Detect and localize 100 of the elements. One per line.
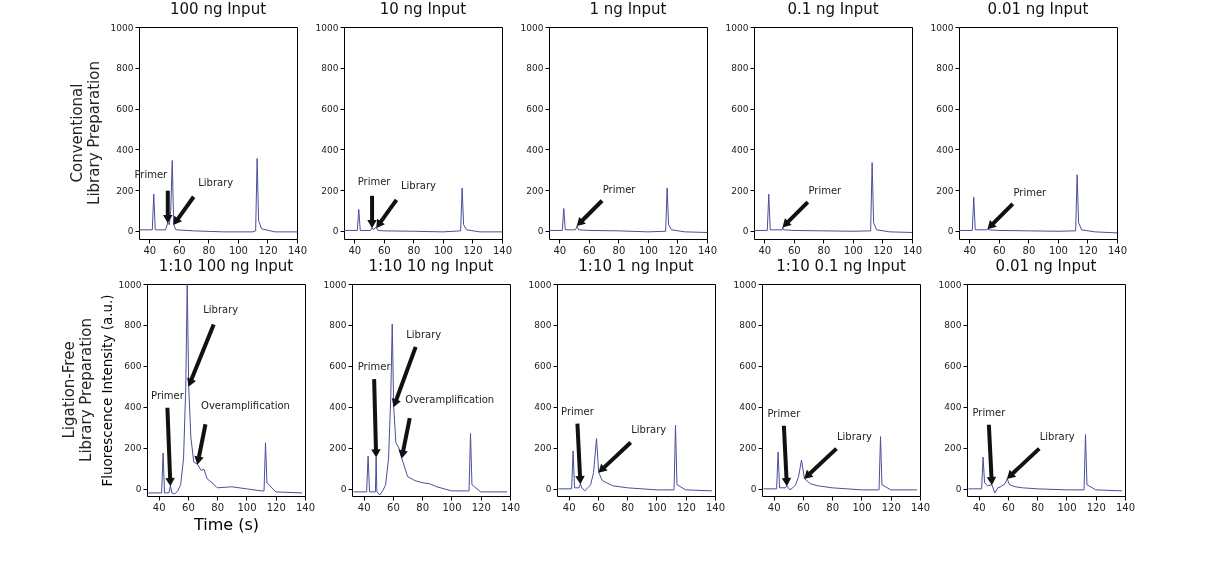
x-tick-label: 60 <box>378 244 391 256</box>
y-tick-label: 400 <box>944 402 962 413</box>
y-tick-label: 600 <box>329 361 347 372</box>
y-tick-label: 200 <box>526 185 544 196</box>
x-tick-label: 120 <box>471 501 491 513</box>
x-tick-label: 140 <box>287 244 308 256</box>
annotation: Primer <box>357 361 392 373</box>
y-tick-label: 600 <box>116 104 134 115</box>
x-tick-label: 60 <box>788 244 801 256</box>
x-tick-label: 120 <box>1078 244 1098 256</box>
x-tick-label: 100 <box>852 501 872 513</box>
x-tick-label: 140 <box>1115 501 1136 513</box>
x-tick-label: 40 <box>348 244 362 256</box>
y-tick-label: 800 <box>944 320 962 331</box>
x-tick-label: 140 <box>902 244 923 256</box>
y-tick-label: 200 <box>321 185 339 196</box>
annotation: Primer <box>357 175 392 187</box>
x-tick-label: 80 <box>1031 501 1045 513</box>
chart-title: 1:10 100 ng Input <box>158 257 294 275</box>
y-tick-label: 800 <box>321 63 339 74</box>
y-tick-label: 1000 <box>528 279 552 290</box>
y-tick-label: 0 <box>127 226 134 237</box>
y-tick-label: 600 <box>936 104 954 115</box>
x-tick-label: 80 <box>202 244 216 256</box>
x-tick-label: 120 <box>463 244 483 256</box>
y-tick-label: 400 <box>321 144 339 155</box>
x-tick-label: 60 <box>583 244 596 256</box>
x-tick-label: 80 <box>621 501 635 513</box>
y-tick-label: 600 <box>321 104 339 115</box>
y-tick-label: 800 <box>731 63 749 74</box>
x-tick-label: 80 <box>211 501 225 513</box>
y-tick-label: 800 <box>526 63 544 74</box>
x-tick-label: 140 <box>492 244 513 256</box>
x-tick-label: 140 <box>1107 244 1128 256</box>
annotation: Library <box>406 328 442 340</box>
annotation: Library <box>198 176 234 188</box>
line-series <box>959 174 1117 234</box>
x-tick-label: 60 <box>173 244 186 256</box>
x-tick-label: 120 <box>258 244 278 256</box>
chart-title: 0.01 ng Input <box>987 0 1089 18</box>
annotation: Primer <box>151 389 185 401</box>
x-tick-label: 80 <box>416 501 430 513</box>
x-tick-label: 120 <box>266 501 286 513</box>
x-tick-label: 40 <box>562 501 576 513</box>
y-tick-label: 0 <box>947 226 954 237</box>
annotation: Primer <box>1013 186 1048 198</box>
y-tick-label: 0 <box>545 484 552 495</box>
y-tick-label: 1000 <box>938 279 962 290</box>
y-tick-label: 600 <box>739 361 757 372</box>
y-tick-label: 200 <box>944 443 962 454</box>
annotation: Overamplification <box>201 400 290 412</box>
annotation: Library <box>401 179 437 191</box>
y-tick-label: 0 <box>742 226 749 237</box>
annotation: Primer <box>767 407 802 419</box>
x-tick-label: 40 <box>357 501 371 513</box>
x-tick-label: 40 <box>767 501 781 513</box>
y-tick-label: 800 <box>124 320 142 331</box>
y-tick-label: 800 <box>739 320 757 331</box>
y-tick-label: 400 <box>116 144 134 155</box>
y-tick-label: 0 <box>340 484 347 495</box>
chart-title: 0.1 ng Input <box>787 0 879 18</box>
x-tick-label: 40 <box>963 244 977 256</box>
x-tick-label: 40 <box>553 244 567 256</box>
x-tick-label: 80 <box>817 244 831 256</box>
x-tick-label: 40 <box>143 244 157 256</box>
annotation: Overamplification <box>405 394 495 406</box>
x-tick-label: 100 <box>442 501 462 513</box>
x-tick-label: 140 <box>697 244 718 256</box>
y-tick-label: 200 <box>534 443 552 454</box>
y-tick-label: 1000 <box>930 22 954 33</box>
x-tick-label: 60 <box>387 501 400 513</box>
x-tick-label: 140 <box>705 501 726 513</box>
x-tick-label: 60 <box>797 501 810 513</box>
y-tick-label: 600 <box>534 361 552 372</box>
x-tick-label: 120 <box>668 244 688 256</box>
y-tick-label: 400 <box>329 402 347 413</box>
x-tick-label: 100 <box>843 244 863 256</box>
y-tick-label: 0 <box>332 226 339 237</box>
chart-title: 100 ng Input <box>169 0 267 18</box>
y-tick-label: 600 <box>731 104 749 115</box>
x-tick-label: 40 <box>972 501 986 513</box>
y-tick-label: 600 <box>944 361 962 372</box>
chart-title: 1:10 1 ng Input <box>578 257 694 275</box>
chart-title: 1 ng Input <box>589 0 667 18</box>
x-tick-label: 140 <box>295 501 316 513</box>
x-tick-label: 100 <box>638 244 658 256</box>
x-tick-label: 100 <box>228 244 248 256</box>
chart-title: 10 ng Input <box>379 0 467 18</box>
y-tick-label: 1000 <box>733 279 757 290</box>
annotation: Library <box>1039 430 1075 442</box>
annotation: Primer <box>972 406 1007 418</box>
chart-title: 1:10 10 ng Input <box>368 257 494 275</box>
y-tick-label: 1000 <box>118 279 142 290</box>
x-tick-label: 140 <box>500 501 521 513</box>
x-tick-label: 40 <box>152 501 166 513</box>
line-series <box>147 284 303 495</box>
annotation: Library <box>203 304 239 316</box>
text: Ligation-Free Library Preparation <box>60 318 95 462</box>
x-tick-label: 80 <box>407 244 421 256</box>
x-tick-label: 60 <box>993 244 1006 256</box>
